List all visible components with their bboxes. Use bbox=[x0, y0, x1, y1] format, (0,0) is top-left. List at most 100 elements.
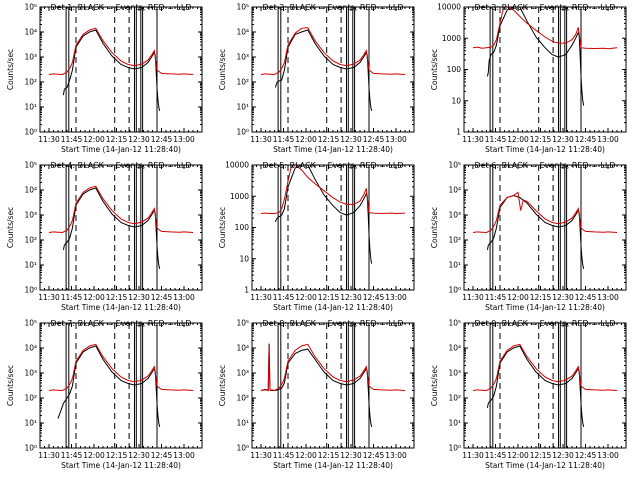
panel-title: Det 6: BLACK = Events, RED = LLD bbox=[475, 161, 616, 170]
y-tick-label: 10⁴ bbox=[236, 28, 249, 37]
series-line-events bbox=[62, 187, 161, 270]
y-axis-label: Counts/sec bbox=[430, 49, 439, 90]
x-tick-label: 12:45 bbox=[575, 293, 597, 302]
series-line-lld bbox=[260, 343, 406, 392]
y-tick-label: 10⁴ bbox=[24, 344, 37, 353]
x-axis-label: Start Time (14-Jan-12 11:28:40) bbox=[273, 145, 393, 154]
y-tick-label: 10⁰ bbox=[236, 444, 249, 453]
plot-frame bbox=[251, 322, 415, 449]
y-tick-label: 10² bbox=[236, 78, 249, 87]
y-tick-label: 10² bbox=[24, 78, 37, 87]
x-tick-label: 12:30 bbox=[340, 451, 362, 460]
x-tick-label: 12:15 bbox=[106, 451, 128, 460]
y-tick-label: 10¹ bbox=[24, 419, 37, 428]
y-tick-label: 10⁵ bbox=[24, 3, 37, 12]
x-tick-label: 12:15 bbox=[106, 293, 128, 302]
x-tick-label: 13:00 bbox=[173, 451, 195, 460]
series-line-lld bbox=[472, 7, 618, 50]
x-tick-label: 12:15 bbox=[318, 135, 340, 144]
x-axis-label: Start Time (14-Jan-12 11:28:40) bbox=[485, 145, 605, 154]
x-tick-label: 13:00 bbox=[597, 293, 619, 302]
plot-frame bbox=[251, 164, 415, 291]
x-tick-label: 13:00 bbox=[173, 135, 195, 144]
series-group bbox=[48, 27, 194, 112]
y-tick-label: 1000 bbox=[442, 34, 461, 43]
y-tick-label: 10⁵ bbox=[236, 3, 249, 12]
y-tick-label: 10³ bbox=[236, 369, 249, 378]
y-tick-label: 10⁰ bbox=[448, 444, 461, 453]
y-tick-label: 10⁰ bbox=[24, 286, 37, 295]
series-line-events bbox=[57, 345, 161, 428]
x-tick-label: 12:15 bbox=[530, 293, 552, 302]
y-axis-label: Counts/sec bbox=[6, 207, 15, 248]
y-axis-label: Counts/sec bbox=[6, 49, 15, 90]
y-tick-label: 10⁰ bbox=[24, 444, 37, 453]
y-axis-label: Counts/sec bbox=[218, 365, 227, 406]
series-line-lld bbox=[48, 343, 194, 392]
panel-title: Det 8: BLACK = Events, RED = LLD bbox=[263, 319, 404, 328]
y-tick-label: 10⁰ bbox=[24, 128, 37, 137]
y-tick-label: 10² bbox=[448, 236, 461, 245]
panel-5: 1 10 100 1000 10000 11:30 11:45 12:00 12:15 12:30… bbox=[218, 161, 415, 312]
x-tick-label: 12:00 bbox=[83, 451, 105, 460]
x-tick-label: 12:30 bbox=[128, 451, 150, 460]
x-tick-label: 13:00 bbox=[385, 293, 407, 302]
series-line-events bbox=[486, 7, 585, 106]
x-tick-label: 12:45 bbox=[151, 135, 173, 144]
y-tick-label: 10² bbox=[24, 236, 37, 245]
y-tick-label: 10⁵ bbox=[24, 161, 37, 170]
series-line-events bbox=[62, 29, 161, 112]
x-tick-label: 12:00 bbox=[507, 451, 529, 460]
x-tick-label: 12:00 bbox=[83, 293, 105, 302]
x-axis-label: Start Time (14-Jan-12 11:28:40) bbox=[273, 461, 393, 470]
plot-frame bbox=[463, 164, 627, 291]
y-tick-label: 100 bbox=[235, 223, 250, 232]
x-tick-label: 12:45 bbox=[575, 135, 597, 144]
x-tick-label: 11:30 bbox=[250, 135, 272, 144]
y-tick-label: 10⁵ bbox=[448, 319, 461, 328]
series-group bbox=[48, 185, 194, 270]
y-tick-label: 10³ bbox=[24, 211, 37, 220]
x-axis-label: Start Time (14-Jan-12 11:28:40) bbox=[61, 145, 181, 154]
y-tick-label: 10² bbox=[236, 394, 249, 403]
y-axis-label: Counts/sec bbox=[6, 365, 15, 406]
x-tick-label: 12:15 bbox=[106, 135, 128, 144]
x-tick-label: 13:00 bbox=[597, 451, 619, 460]
x-tick-label: 12:30 bbox=[128, 293, 150, 302]
series-line-lld bbox=[48, 27, 194, 76]
series-line-events bbox=[274, 165, 373, 264]
x-tick-label: 11:45 bbox=[485, 451, 507, 460]
y-tick-label: 10³ bbox=[448, 369, 461, 378]
series-line-events bbox=[486, 194, 585, 270]
x-tick-label: 11:45 bbox=[61, 293, 83, 302]
y-tick-label: 1 bbox=[456, 128, 461, 137]
x-tick-label: 11:45 bbox=[273, 451, 295, 460]
y-tick-label: 100 bbox=[447, 65, 462, 74]
y-tick-label: 1 bbox=[244, 286, 249, 295]
series-group bbox=[260, 165, 406, 264]
series-group bbox=[260, 343, 406, 428]
x-tick-label: 12:30 bbox=[340, 293, 362, 302]
y-tick-label: 10⁴ bbox=[448, 186, 461, 195]
x-axis-label: Start Time (14-Jan-12 11:28:40) bbox=[485, 461, 605, 470]
y-tick-label: 10⁵ bbox=[24, 319, 37, 328]
y-tick-label: 10⁴ bbox=[236, 344, 249, 353]
y-tick-label: 10³ bbox=[448, 211, 461, 220]
x-tick-label: 11:30 bbox=[250, 451, 272, 460]
x-tick-label: 12:30 bbox=[552, 451, 574, 460]
y-tick-label: 10¹ bbox=[24, 103, 37, 112]
x-tick-label: 11:30 bbox=[38, 135, 60, 144]
x-tick-label: 11:30 bbox=[462, 135, 484, 144]
x-tick-label: 12:45 bbox=[151, 451, 173, 460]
y-tick-label: 10000 bbox=[225, 161, 249, 170]
x-tick-label: 11:45 bbox=[61, 451, 83, 460]
series-line-lld bbox=[472, 191, 618, 234]
y-tick-label: 10¹ bbox=[24, 261, 37, 270]
y-tick-label: 10¹ bbox=[448, 419, 461, 428]
plot-frame bbox=[39, 6, 203, 133]
